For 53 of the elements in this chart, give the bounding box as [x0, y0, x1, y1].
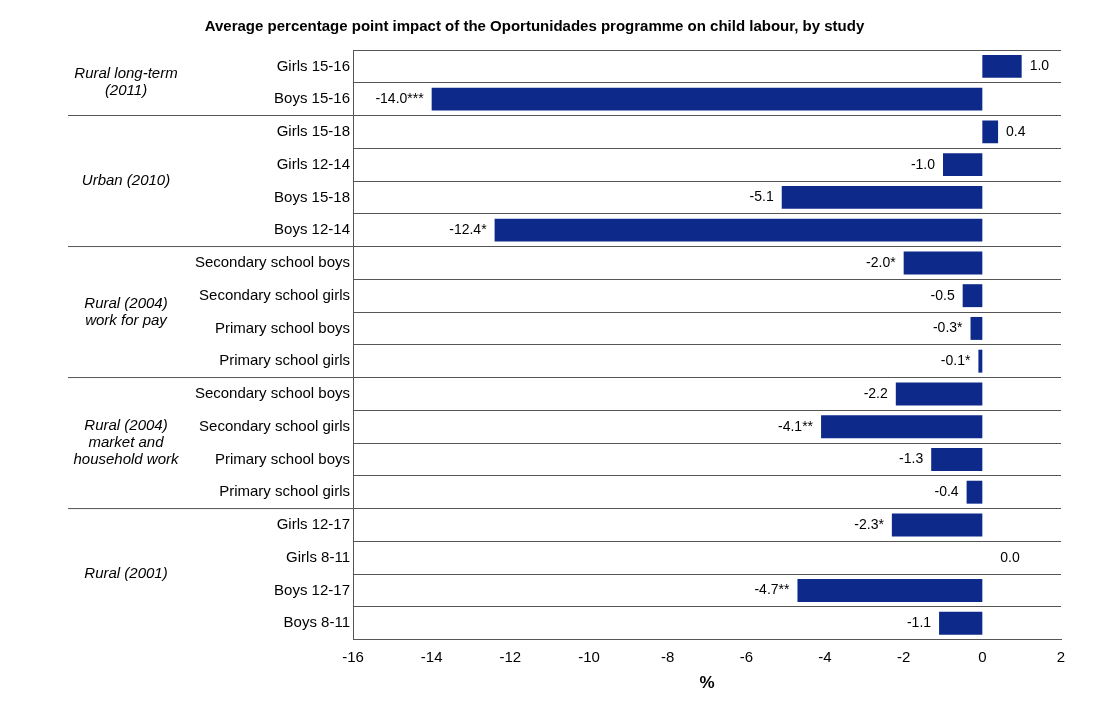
y-tick-label: Boys 15-18: [274, 187, 350, 205]
data-label: -14.0***: [375, 89, 425, 106]
x-tick-label: -4: [818, 647, 832, 665]
data-label: -0.5: [930, 286, 955, 303]
y-tick-label: Secondary school boys: [194, 384, 350, 402]
y-tick-label: Primary school boys: [214, 318, 350, 336]
chart-title: Average percentage point impact of the Oportunidades programme on child labour, by study: [204, 17, 865, 35]
y-tick-label: Girls 12-14: [276, 154, 350, 172]
y-tick-label: Primary school boys: [214, 449, 350, 467]
x-tick-label: -14: [420, 647, 443, 665]
x-tick-label: -16: [342, 647, 364, 665]
data-label: -5.1: [749, 188, 774, 205]
x-axis-title: %: [699, 673, 715, 693]
data-label: -2.2: [863, 384, 889, 401]
data-label: 1.0: [1029, 57, 1050, 74]
data-label: -0.3*: [932, 319, 964, 336]
data-label: -4.7**: [754, 581, 791, 598]
x-tick-label: -2: [896, 647, 911, 665]
x-tick-label: 2: [1056, 647, 1066, 665]
y-tick-label: Boys 12-14: [274, 220, 350, 238]
x-tick-label: -12: [499, 647, 522, 665]
x-tick-label: -8: [660, 647, 675, 665]
text: Rural (2004) market and household work: [73, 416, 181, 468]
y-tick-label: Girls 8-11: [286, 547, 350, 565]
data-label: -4.1**: [778, 417, 814, 434]
data-label: -1.3: [899, 450, 924, 467]
y-tick-label: Secondary school girls: [199, 416, 350, 434]
y-tick-label: Secondary school girls: [199, 285, 350, 303]
y-tick-label: Girls 12-17: [276, 515, 350, 533]
data-label: -1.1: [906, 614, 932, 631]
y-tick-label: Primary school girls: [219, 351, 350, 369]
text: Rural (2004) work for pay: [84, 293, 169, 328]
data-label: 0.0: [1000, 548, 1021, 565]
y-tick-label: Secondary school boys: [194, 253, 350, 271]
data-label: -2.3*: [854, 515, 885, 532]
y-tick-label: Primary school girls: [219, 482, 350, 500]
y-tick-label: Girls 15-16: [276, 56, 350, 74]
y-tick-label: Boys 12-17: [274, 580, 350, 598]
x-tick-label: -6: [739, 647, 754, 665]
y-tick-label: Boys 8-11: [283, 613, 350, 631]
y-tick-label: Girls 15-18: [276, 122, 350, 140]
data-label: -2.0*: [866, 253, 897, 270]
x-tick-label: 0: [978, 647, 987, 665]
text: Rural (2001): [84, 564, 168, 582]
data-label: -0.4: [934, 483, 959, 500]
text: Rural long-term (2011): [74, 64, 178, 99]
x-tick-label: -10: [578, 647, 600, 665]
text: Urban (2010): [81, 171, 171, 189]
data-label: -0.1*: [940, 352, 971, 369]
data-label: 0.4: [1006, 122, 1026, 139]
data-label: -1.0: [910, 155, 936, 172]
data-label: -12.4*: [449, 221, 488, 238]
y-tick-label: Boys 15-16: [274, 89, 350, 107]
